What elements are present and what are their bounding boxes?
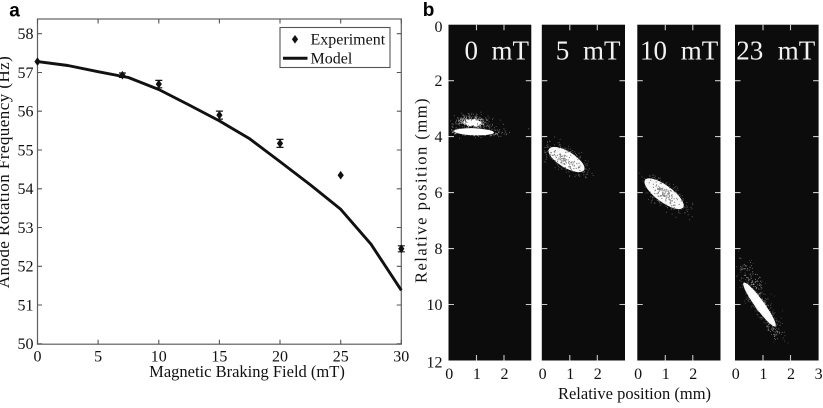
svg-text:5: 5 bbox=[94, 349, 102, 366]
svg-text:6: 6 bbox=[435, 185, 443, 202]
svg-text:a: a bbox=[9, 0, 20, 21]
svg-text:b: b bbox=[423, 0, 435, 21]
svg-text:1: 1 bbox=[566, 366, 574, 383]
svg-text:4: 4 bbox=[435, 129, 443, 146]
svg-text:53: 53 bbox=[18, 220, 34, 237]
svg-text:25: 25 bbox=[333, 349, 349, 366]
svg-text:mT: mT bbox=[778, 36, 816, 66]
svg-text:15: 15 bbox=[211, 349, 227, 366]
svg-text:0: 0 bbox=[732, 366, 740, 383]
svg-text:2: 2 bbox=[594, 366, 602, 383]
svg-text:Experiment: Experiment bbox=[311, 32, 386, 49]
svg-text:2: 2 bbox=[501, 366, 509, 383]
svg-text:54: 54 bbox=[18, 181, 34, 198]
svg-text:10: 10 bbox=[151, 349, 167, 366]
svg-text:30: 30 bbox=[393, 349, 409, 366]
svg-text:55: 55 bbox=[18, 142, 34, 159]
svg-text:50: 50 bbox=[18, 336, 34, 353]
svg-text:2: 2 bbox=[787, 366, 795, 383]
svg-text:52: 52 bbox=[18, 259, 34, 276]
svg-text:1: 1 bbox=[759, 366, 767, 383]
svg-text:56: 56 bbox=[18, 104, 34, 121]
svg-text:5: 5 bbox=[556, 36, 570, 66]
svg-text:10: 10 bbox=[427, 297, 443, 314]
svg-text:1: 1 bbox=[662, 366, 670, 383]
svg-text:10: 10 bbox=[640, 36, 667, 66]
svg-text:0: 0 bbox=[465, 36, 479, 66]
svg-text:Relative position (mm): Relative position (mm) bbox=[412, 97, 431, 283]
svg-text:23: 23 bbox=[736, 36, 763, 66]
svg-text:57: 57 bbox=[18, 65, 34, 82]
svg-text:mT: mT bbox=[492, 36, 530, 66]
svg-text:8: 8 bbox=[435, 241, 443, 258]
svg-text:0: 0 bbox=[539, 366, 547, 383]
svg-text:51: 51 bbox=[18, 297, 34, 314]
svg-text:Relative position (mm): Relative position (mm) bbox=[558, 384, 711, 403]
svg-text:20: 20 bbox=[272, 349, 288, 366]
svg-text:mT: mT bbox=[681, 36, 719, 66]
svg-text:2: 2 bbox=[689, 366, 697, 383]
svg-text:0: 0 bbox=[435, 19, 443, 36]
svg-text:3: 3 bbox=[815, 366, 823, 383]
svg-text:58: 58 bbox=[18, 26, 34, 43]
svg-text:mT: mT bbox=[583, 36, 621, 66]
svg-text:2: 2 bbox=[435, 73, 443, 90]
svg-text:0: 0 bbox=[34, 349, 42, 366]
svg-text:1: 1 bbox=[473, 366, 481, 383]
svg-text:12: 12 bbox=[427, 355, 443, 372]
svg-text:0: 0 bbox=[445, 366, 453, 383]
svg-text:0: 0 bbox=[634, 366, 642, 383]
svg-text:Anode Rotation Frequency (Hz): Anode Rotation Frequency (Hz) bbox=[0, 56, 13, 289]
svg-text:Magnetic Braking Field (mT): Magnetic Braking Field (mT) bbox=[149, 362, 345, 381]
svg-text:Model: Model bbox=[311, 51, 353, 68]
